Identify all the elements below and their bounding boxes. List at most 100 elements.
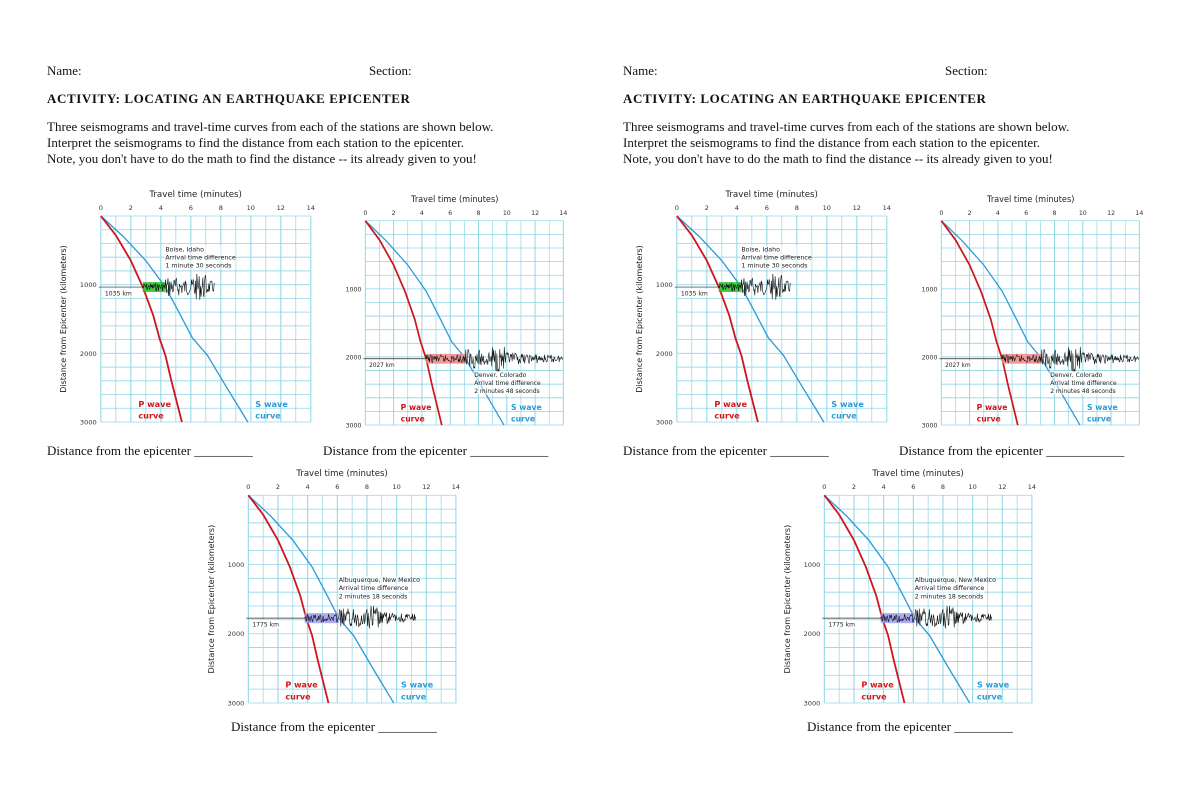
distance-label: 1775 km	[828, 622, 855, 629]
station-note: Denver, Colorado	[1050, 372, 1102, 379]
note-background	[913, 592, 985, 601]
answer-blank[interactable]: _________	[954, 719, 1013, 734]
p-wave-label: curve	[861, 693, 887, 702]
station-note: Boise, Idaho	[741, 246, 780, 253]
distance-label-background	[678, 289, 712, 298]
distance-label: 1035 km	[105, 291, 132, 298]
s-wave-label: S wave	[511, 403, 542, 412]
chart-svg: Travel time (minutes) 0 2 4 6 8 10 12 14 1000 2000…	[922, 194, 1144, 429]
y-tick-label: 3000	[80, 419, 97, 426]
x-tick-label: 4	[306, 483, 310, 491]
s-wave-label: S wave	[401, 681, 434, 690]
p-wave-label: P wave	[401, 403, 432, 412]
p-wave-curve	[823, 494, 906, 704]
distance-label-background	[250, 620, 283, 629]
x-tick-label: 0	[675, 204, 679, 212]
seismogram-trace	[718, 273, 791, 300]
distance-label: 2027 km	[945, 363, 971, 369]
x-tick-label: 2	[705, 204, 709, 212]
answer-line-denver[interactable]: Distance from the epicenter ____________	[323, 443, 548, 459]
note-background	[164, 261, 236, 270]
x-tick-label: 14	[452, 483, 460, 491]
travel-time-chart-boise: Travel time (minutes) Distance from Epice…	[56, 186, 321, 426]
x-tick-label: 14	[1135, 210, 1143, 217]
answer-blank[interactable]: ____________	[470, 443, 549, 458]
name-label: Name:	[623, 63, 658, 78]
distance-label-background	[826, 620, 859, 629]
chart-svg: Travel time (minutes) Distance from Epice…	[207, 469, 460, 707]
y-axis-title: Distance from Epicenter (kilometers)	[207, 525, 216, 674]
answer-prompt: Distance from the epicenter	[899, 443, 1044, 458]
section-label: Section:	[369, 63, 412, 78]
note-background	[473, 379, 541, 388]
x-tick-label: 6	[1024, 210, 1028, 217]
x-tick-label: 14	[559, 210, 567, 217]
answer-blank[interactable]: _________	[378, 719, 437, 734]
s-wave-curve	[676, 215, 825, 423]
answer-blank[interactable]: ____________	[1046, 443, 1125, 458]
y-tick-label: 3000	[228, 699, 245, 707]
station-note: 1 minute 30 seconds	[741, 262, 807, 269]
travel-time-chart-albuquerque: Travel time (minutes) Distance from Epice…	[204, 465, 466, 707]
x-tick-label: 14	[883, 204, 891, 212]
x-tick-label: 10	[823, 204, 831, 212]
x-tick-label: 2	[276, 483, 280, 491]
station-note: Arrival time difference	[474, 380, 541, 387]
answer-line-boise[interactable]: Distance from the epicenter _________	[623, 443, 829, 459]
answer-line-albuquerque[interactable]: Distance from the epicenter _________	[807, 719, 1013, 735]
instruction-line: Note, you don't have to do the math to f…	[623, 151, 1053, 166]
answer-line-albuquerque[interactable]: Distance from the epicenter _________	[231, 719, 437, 735]
x-axis-title: Travel time (minutes)	[871, 469, 963, 479]
note-background	[740, 261, 812, 270]
seismogram-trace	[425, 346, 564, 373]
p-wave-label: curve	[714, 412, 740, 421]
p-wave-label: P wave	[285, 681, 318, 690]
x-tick-label: 12	[1107, 210, 1115, 217]
note-background	[337, 592, 409, 601]
p-wave-label: curve	[977, 415, 1001, 424]
worksheet-left: Name: Section: ACTIVITY: LOCATING AN EAR…	[0, 0, 577, 785]
y-tick-label: 3000	[922, 422, 938, 429]
station-note: Denver, Colorado	[474, 372, 526, 379]
answer-line-denver[interactable]: Distance from the epicenter ____________	[899, 443, 1124, 459]
distance-label-background	[367, 360, 398, 369]
activity-title: ACTIVITY: LOCATING AN EARTHQUAKE EPICENT…	[623, 91, 987, 106]
distance-label: 1775 km	[252, 622, 279, 629]
x-tick-label: 14	[307, 204, 315, 212]
s-wave-curve	[100, 215, 249, 423]
answer-line-boise[interactable]: Distance from the epicenter _________	[47, 443, 253, 459]
s-wave-label: S wave	[977, 681, 1010, 690]
station-note: Arrival time difference	[741, 254, 812, 261]
p-wave-label: curve	[138, 412, 164, 421]
instruction-line: Three seismograms and travel-time curves…	[623, 119, 1070, 134]
x-tick-label: 0	[363, 210, 367, 217]
answer-prompt: Distance from the epicenter	[231, 719, 376, 734]
station-note: 2 minutes 48 seconds	[1050, 388, 1115, 395]
answer-prompt: Distance from the epicenter	[623, 443, 768, 458]
x-tick-label: 2	[392, 210, 396, 217]
x-tick-label: 6	[189, 204, 193, 212]
y-tick-label: 1000	[346, 286, 362, 293]
station-note: Albuquerque, New Mexico	[915, 577, 996, 584]
y-tick-label: 2000	[80, 350, 97, 358]
x-tick-label: 4	[735, 204, 739, 212]
s-wave-label: curve	[255, 412, 281, 421]
x-tick-label: 6	[765, 204, 769, 212]
station-note: Arrival time difference	[165, 254, 236, 261]
note-background	[1049, 379, 1117, 388]
x-tick-label: 4	[159, 204, 163, 212]
answer-blank[interactable]: _________	[770, 443, 829, 458]
x-axis-title: Travel time (minutes)	[986, 194, 1074, 204]
y-axis-title: Distance from Epicenter (kilometers)	[783, 525, 792, 674]
answer-blank[interactable]: _________	[194, 443, 253, 458]
x-tick-label: 10	[392, 483, 400, 491]
note-background	[164, 245, 236, 254]
note-background	[164, 253, 236, 262]
travel-time-chart-denver: Travel time (minutes) 0 2 4 6 8 10 12 14 1000 2000…	[323, 191, 573, 429]
station-note: Arrival time difference	[1050, 380, 1117, 387]
x-tick-label: 4	[882, 483, 886, 491]
p-wave-curve	[100, 215, 183, 423]
seismogram-trace	[142, 273, 215, 300]
chart-svg: Travel time (minutes) Distance from Epice…	[59, 190, 315, 426]
x-tick-label: 14	[1028, 483, 1036, 491]
